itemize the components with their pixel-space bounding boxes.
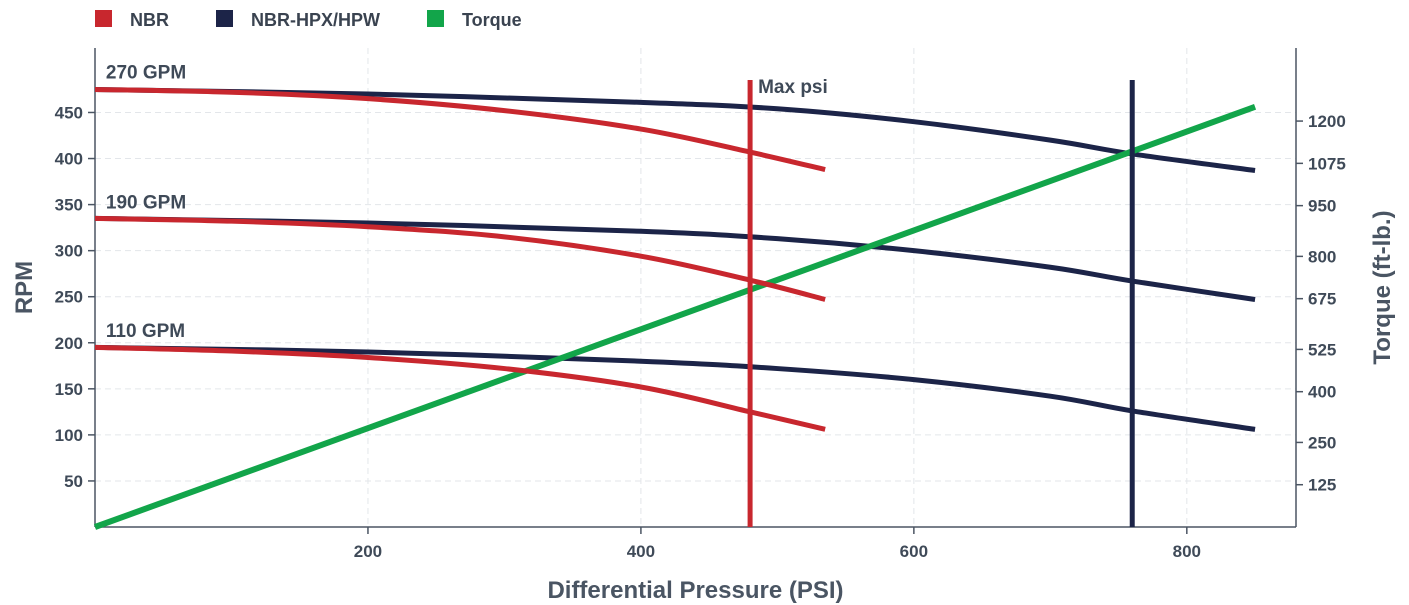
legend: NBR NBR-HPX/HPW Torque — [95, 10, 522, 30]
series-line-nbr-hpx-hpw-2 — [94, 215, 1256, 302]
y2-tick-label: 250 — [1308, 433, 1336, 452]
y2-tick-label: 675 — [1308, 290, 1336, 309]
y2-tick-label: 125 — [1308, 476, 1336, 495]
y2-tick-label: 525 — [1308, 340, 1336, 359]
axes — [88, 48, 1303, 534]
max-psi-label: Max psi — [758, 77, 828, 98]
y-tick-label: 50 — [64, 472, 83, 491]
gpm-annotation: 190 GPM — [106, 192, 186, 213]
gpm-annotation: 110 GPM — [106, 321, 185, 342]
legend-swatch — [95, 10, 112, 27]
series-line-nbr-hpx-hpw-3 — [94, 344, 1256, 432]
legend-label: NBR-HPX/HPW — [251, 10, 380, 30]
y-tick-label: 350 — [55, 196, 83, 215]
legend-swatch — [216, 10, 233, 27]
series-line-torque-1 — [93, 104, 1257, 530]
x-tick-label: 600 — [900, 542, 928, 561]
y-tick-label: 450 — [55, 103, 83, 122]
y-tick-label: 250 — [55, 288, 83, 307]
y-tick-label: 300 — [55, 242, 83, 261]
y-tick-label: 150 — [55, 380, 83, 399]
legend-label: NBR — [130, 10, 169, 30]
grid — [95, 48, 1296, 527]
series-line-nbr-hpx-hpw-1 — [94, 86, 1256, 173]
y2-tick-label: 950 — [1308, 197, 1336, 216]
y2-tick-label: 400 — [1308, 383, 1336, 402]
y2-tick-label: 1200 — [1308, 112, 1346, 131]
gpm-annotation: 270 GPM — [106, 62, 186, 83]
reference-lines — [747, 80, 1135, 527]
series-line-nbr-2 — [94, 215, 826, 302]
series — [93, 86, 1257, 530]
legend-swatch — [427, 10, 444, 27]
y2-tick-label: 800 — [1308, 247, 1336, 266]
y2-tick-label: 1075 — [1308, 154, 1346, 173]
x-tick-label: 200 — [354, 542, 382, 561]
y-axis-title: RPM — [11, 261, 38, 314]
labels: 200 400 600 800 50 100 150 200 250 300 350 400 450 12… — [11, 62, 1396, 604]
y-tick-label: 400 — [55, 150, 83, 169]
x-tick-label: 400 — [627, 542, 655, 561]
legend-label: Torque — [462, 10, 522, 30]
y-tick-label: 200 — [55, 334, 83, 353]
y2-axis-title: Torque (ft-lb.) — [1369, 210, 1396, 364]
x-axis-title: Differential Pressure (PSI) — [547, 577, 843, 604]
x-tick-label: 800 — [1173, 542, 1201, 561]
series-line-nbr-1 — [94, 86, 826, 173]
y-tick-label: 100 — [55, 426, 83, 445]
series-line-nbr-3 — [94, 344, 826, 432]
